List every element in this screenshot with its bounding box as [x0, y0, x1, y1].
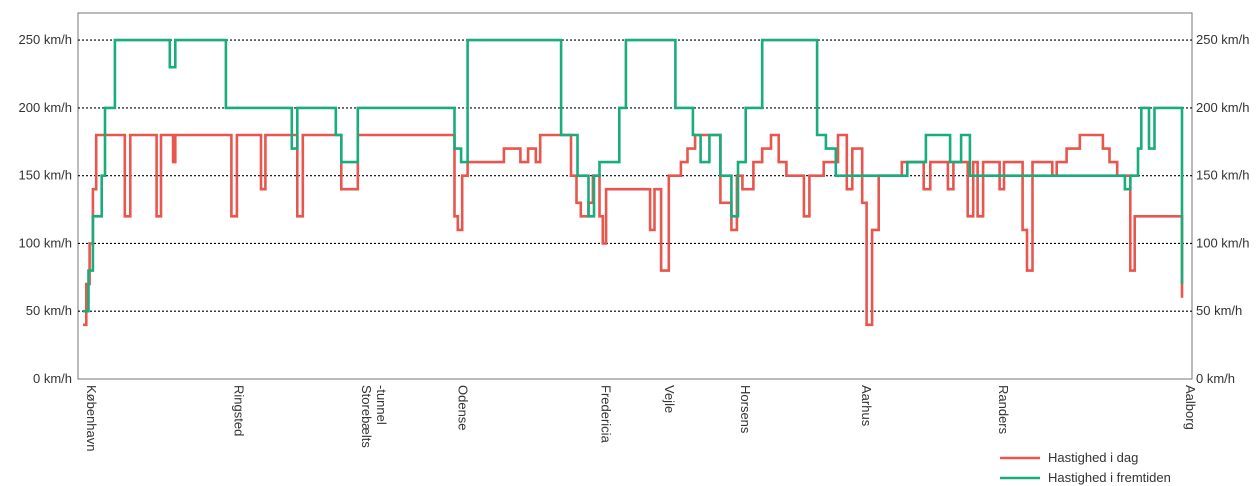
- station-label: Fredericia: [598, 385, 613, 444]
- series-lines: [83, 38, 1184, 327]
- plot-frame: [77, 12, 1193, 380]
- station-label: Storebælts -tunnel: [359, 385, 389, 448]
- station-label: Vejle: [662, 385, 677, 413]
- station-label-text: Storebælts: [359, 385, 374, 448]
- y-tick-label-right: 250 km/h: [1196, 32, 1249, 47]
- station-label-text: Fredericia: [598, 385, 613, 444]
- y-tick-label-right: 200 km/h: [1196, 100, 1249, 115]
- y-tick-label-left: 100 km/h: [19, 235, 72, 250]
- station-label: Aalborg: [1183, 385, 1198, 430]
- legend: Hastighed i dag Hastighed i fremtiden: [1000, 450, 1171, 485]
- station-label: Ringsted: [231, 385, 246, 436]
- station-label-text: København: [84, 385, 99, 452]
- station-label-text: Vejle: [662, 385, 677, 413]
- station-label-text: Aalborg: [1183, 385, 1198, 430]
- y-axis-right: 0 km/h 50 km/h 100 km/h 150 km/h 200 km/h 250…: [1196, 32, 1249, 386]
- station-label: København: [84, 385, 99, 452]
- station-label: Aarhus: [859, 385, 874, 427]
- legend-label: Hastighed i dag: [1048, 450, 1138, 465]
- y-tick-label-right: 0 km/h: [1196, 371, 1235, 386]
- y-tick-label-left: 50 km/h: [26, 303, 72, 318]
- station-label-text: Horsens: [738, 385, 753, 434]
- station-label-text: Aarhus: [859, 385, 874, 427]
- y-tick-label-right: 50 km/h: [1196, 303, 1242, 318]
- y-tick-label-left: 200 km/h: [19, 100, 72, 115]
- y-tick-label-left: 0 km/h: [33, 371, 72, 386]
- y-tick-label-left: 150 km/h: [19, 168, 72, 183]
- station-label-text: Odense: [455, 385, 470, 431]
- station-label-text: -tunnel: [374, 385, 389, 425]
- series-line: [83, 133, 1184, 327]
- y-tick-label-right: 150 km/h: [1196, 168, 1249, 183]
- series-line: [83, 38, 1184, 313]
- x-axis-stations: København Ringsted Storebælts -tunnel Odense…: [84, 385, 1198, 452]
- y-tick-label-left: 250 km/h: [19, 32, 72, 47]
- station-label: Randers: [996, 385, 1011, 435]
- station-label: Odense: [455, 385, 470, 431]
- station-label-text: Randers: [996, 385, 1011, 435]
- station-label: Horsens: [738, 385, 753, 434]
- station-label-text: Ringsted: [231, 385, 246, 436]
- y-tick-label-right: 100 km/h: [1196, 235, 1249, 250]
- y-axis-left: 0 km/h 50 km/h 100 km/h 150 km/h 200 km/h 250…: [19, 32, 72, 386]
- legend-label: Hastighed i fremtiden: [1048, 470, 1171, 485]
